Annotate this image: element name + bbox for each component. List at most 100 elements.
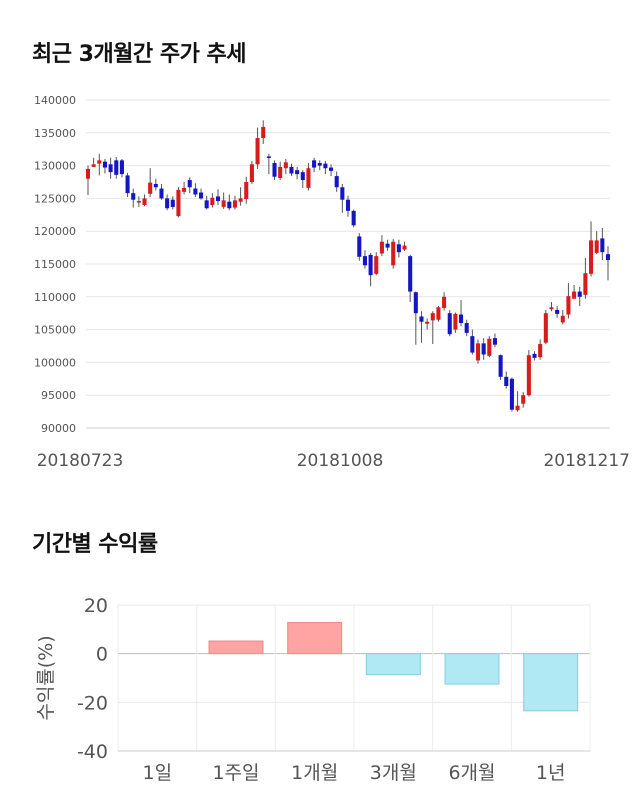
candle-body [447,313,452,335]
candle-body [583,273,588,295]
candle-body [515,405,520,411]
candle-body [334,176,339,188]
candle-body [374,256,379,274]
candle-body [91,164,96,167]
candle-body [312,160,317,168]
candle-body [504,376,509,387]
candle-body [283,162,288,169]
x-tick-label: 3개월 [370,762,417,784]
candle-body [278,166,283,179]
candle-body [408,256,413,292]
candle-body [538,344,543,358]
candle-body [244,182,249,200]
candle-body [453,313,458,330]
candle-body [396,244,401,253]
candle-body [391,241,396,266]
candle-body [182,187,187,192]
candle-body [464,323,469,333]
candle-body [577,291,582,297]
candle-body [108,164,113,173]
candle-body [481,343,486,355]
candle-body [210,197,215,205]
candle-body [357,236,362,257]
candle-body [266,156,271,158]
candle-body [255,138,260,165]
candle-body [436,307,441,320]
y-tick-label: 100000 [34,356,76,369]
candle-body [249,164,254,182]
candle-body [119,160,124,175]
candle-body [521,395,526,404]
candle-body [430,313,435,321]
candle-body [176,189,181,217]
candle-body [159,188,164,199]
return-bar [523,653,579,712]
candle-body [566,296,571,315]
x-tick-label: 20181217 [543,451,630,471]
candle-body [317,162,322,166]
candle-body [543,313,548,343]
price-trend-title: 최근 3개월간 주가 추세 [32,42,246,67]
y-tick-label: 20 [84,595,108,617]
candle-body [475,343,481,361]
candle-body [572,291,577,299]
candle-body [589,240,594,274]
y-tick-label: -40 [77,741,108,763]
returns-bar-chart: 20 0 -20 -40 수익률(%) 1일 1주일 1개월 3개월 6개월 1년 [35,595,591,784]
candle-body [85,168,91,179]
candle-body [289,166,294,174]
y-tick-label: 125000 [34,192,76,205]
candle-body [215,196,221,202]
y-tick-label: 140000 [34,94,76,107]
candle-body [379,241,384,254]
candle-body [351,210,356,226]
candle-body [555,309,560,314]
candle-body [442,296,447,308]
candle-body [187,180,192,188]
candle-body [125,175,130,194]
candle-body [560,315,565,323]
candle-body [345,199,351,211]
candle-body [470,336,475,353]
candle-body [142,198,147,205]
y-tick-label: 130000 [34,160,76,173]
candle-body [261,126,266,139]
candle-body [362,256,367,266]
candle-body [165,198,170,209]
candle-body [300,172,305,181]
return-bar [444,653,500,685]
candle-body [605,254,611,261]
period-returns-title: 기간별 수익률 [32,532,158,557]
candle-body [600,238,605,253]
y-tick-label: 90000 [41,422,76,435]
candle-body [131,193,136,200]
candle-body [306,168,311,188]
x-tick-label: 1개월 [291,762,338,784]
candle-body [425,321,430,324]
y-tick-label: 95000 [41,389,76,402]
candle-body [148,182,153,194]
candle-body [238,198,243,202]
candle-body [413,292,418,314]
x-tick-label: 20180723 [37,451,124,471]
candle-body [532,353,537,358]
x-tick-label: 1년 [536,762,566,784]
candle-body [232,200,237,208]
candle-body [526,355,531,396]
candlestick-chart: 140000 135000 130000 125000 120000 115000 1100… [34,94,630,471]
candle-body [193,188,198,195]
candle-body [492,338,497,345]
y-tick-label: 135000 [34,127,76,140]
candle-body [594,240,599,253]
candle-body [509,378,514,410]
x-tick-label: 6개월 [448,762,495,784]
return-bar [208,640,264,655]
candle-body [221,200,226,207]
candle-body [329,167,334,171]
y-tick-label: 115000 [34,258,76,271]
candle-body [153,183,158,188]
candle-body [459,314,464,324]
candle-body [368,254,373,276]
candle-body [204,200,209,209]
x-tick-label: 1일 [143,762,173,784]
